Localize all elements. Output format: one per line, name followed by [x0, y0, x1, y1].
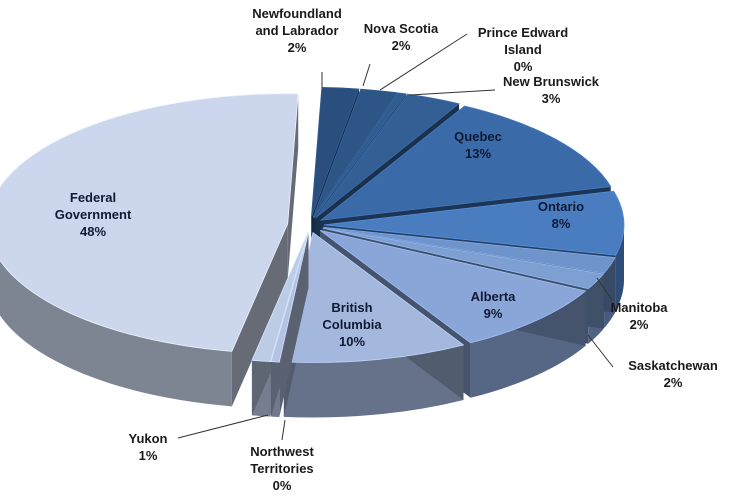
slice-saskatchewan-top [322, 227, 605, 290]
label-alberta-pct: 9% [484, 306, 503, 321]
label-manitoba: Manitoba 2% [596, 277, 668, 332]
label-federal-government-name-2: Government [55, 207, 132, 222]
label-yukon-pct: 1% [139, 448, 158, 463]
label-manitoba-name-1: Manitoba [610, 300, 668, 315]
label-alberta: Alberta 9% [471, 289, 517, 321]
label-british-columbia-pct: 10% [339, 334, 365, 349]
label-northwest-territories-pct: 0% [273, 478, 292, 493]
label-prince-edward-island-leader [379, 33, 468, 91]
label-ontario-pct: 8% [552, 216, 571, 231]
slice-prince-edward-island-top [313, 92, 407, 218]
label-saskatchewan-pct: 2% [664, 375, 683, 390]
label-northwest-territories-name-1: Northwest [250, 444, 314, 459]
slice-ontario-top [323, 190, 625, 256]
label-new-brunswick-leader [409, 89, 496, 96]
label-prince-edward-island-name-1: Prince Edward [478, 25, 568, 40]
label-alberta-name-1: Alberta [471, 289, 517, 304]
label-nova-scotia: Nova Scotia 2% [362, 21, 439, 87]
label-british-columbia: British Columbia 10% [322, 300, 382, 349]
label-nova-scotia-pct: 2% [392, 38, 411, 53]
slice-northwest-territories-top [270, 232, 309, 363]
slice-federal-government-wall [287, 93, 299, 279]
label-prince-edward-island-pct: 0% [514, 59, 533, 74]
label-ontario-name-1: Ontario [538, 199, 584, 214]
slice-federal-government-wall [231, 223, 288, 407]
label-quebec: Quebec 13% [454, 129, 502, 161]
pie-slices [0, 87, 625, 418]
label-nova-scotia-name-1: Nova Scotia [364, 21, 439, 36]
label-nova-scotia-leader [362, 63, 371, 87]
slice-nova-scotia-top [312, 88, 398, 218]
label-yukon-name-1: Yukon [128, 431, 167, 446]
label-manitoba-leader [596, 277, 613, 301]
label-yukon-leader [177, 414, 269, 439]
label-saskatchewan: Saskatchewan 2% [587, 334, 718, 390]
label-new-brunswick: New Brunswick 3% [409, 74, 600, 106]
label-newfoundland-and-labrador-pct: 2% [288, 40, 307, 55]
label-federal-government-name-1: Federal [70, 190, 116, 205]
slice-northwest-territories-wall [271, 232, 309, 417]
label-quebec-name-1: Quebec [454, 129, 502, 144]
slice-federal-government [0, 93, 299, 407]
slice-british-columbia-top [283, 231, 465, 363]
label-newfoundland-and-labrador-name-2: and Labrador [255, 23, 338, 38]
label-newfoundland-and-labrador: Newfoundland and Labrador 2% [252, 6, 342, 88]
label-british-columbia-name-2: Columbia [322, 317, 382, 332]
slice-federal-government-side [0, 260, 232, 407]
slice-ontario-side [615, 224, 624, 311]
label-manitoba-pct: 2% [630, 317, 649, 332]
label-northwest-territories-name-2: Territories [250, 461, 313, 476]
label-prince-edward-island-name-2: Island [504, 42, 542, 57]
label-newfoundland-and-labrador-name-1: Newfoundland [252, 6, 342, 21]
slice-alberta-top [319, 229, 587, 344]
slice-yukon-top [251, 232, 309, 363]
label-northwest-territories: Northwest Territories 0% [250, 419, 314, 493]
slice-new-brunswick-top [315, 93, 460, 219]
slice-quebec-top [319, 105, 612, 221]
slice-federal-government-top [0, 93, 299, 352]
slice-manitoba-top [323, 226, 616, 274]
label-saskatchewan-name-1: Saskatchewan [628, 358, 718, 373]
label-british-columbia-name-1: British [331, 300, 372, 315]
label-new-brunswick-name-1: New Brunswick [503, 74, 600, 89]
label-federal-government-pct: 48% [80, 224, 106, 239]
label-new-brunswick-pct: 3% [542, 91, 561, 106]
label-ontario: Ontario 8% [538, 199, 584, 231]
label-saskatchewan-leader [587, 334, 614, 368]
label-yukon: Yukon 1% [128, 414, 269, 463]
label-quebec-pct: 13% [465, 146, 491, 161]
label-federal-government: Federal Government 48% [55, 190, 132, 239]
slice-northwest-territories [270, 232, 309, 418]
label-prince-edward-island: Prince Edward Island 0% [379, 25, 568, 91]
label-northwest-territories-leader [281, 419, 286, 441]
